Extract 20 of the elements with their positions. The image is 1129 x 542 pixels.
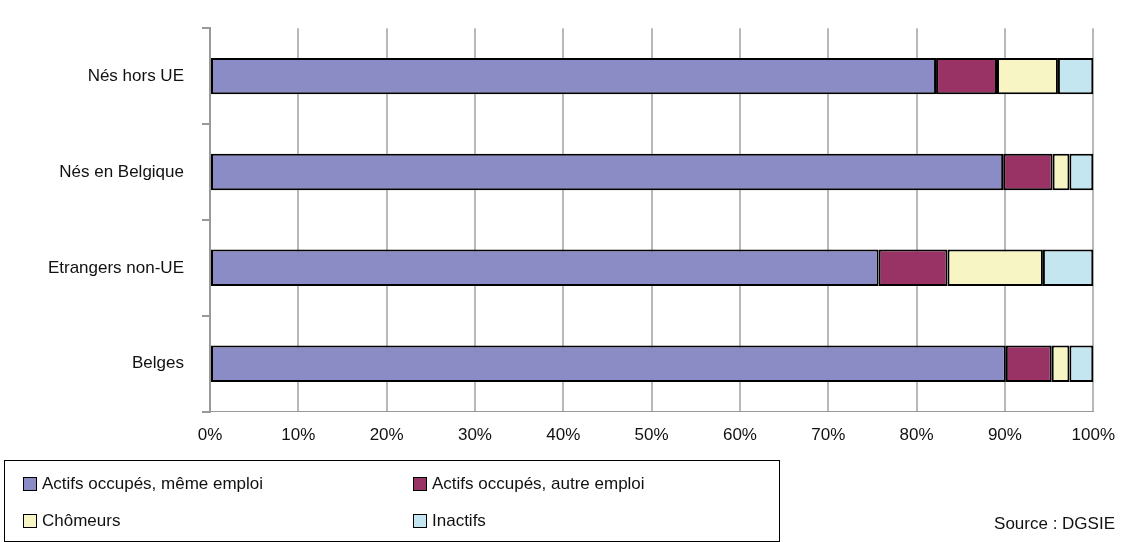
- x-tick-label: 0%: [197, 425, 223, 445]
- y-tick-label: Nés hors UE: [87, 65, 184, 85]
- source-note: Source : DGSIE: [994, 514, 1115, 534]
- x-tick-label: 50%: [634, 425, 669, 445]
- x-tick-label: 70%: [811, 425, 846, 445]
- legend-label: Chômeurs: [42, 511, 121, 531]
- y-tick-label: Etrangers non-UE: [47, 257, 184, 277]
- x-tick-label: 80%: [899, 425, 934, 445]
- x-tick-label: 30%: [457, 425, 492, 445]
- legend-label: Actifs occupés, autre emploi: [432, 474, 645, 494]
- y-tick-label: Nés en Belgique: [59, 161, 184, 181]
- legend-label: Inactifs: [432, 511, 486, 531]
- y-tick-label: Belges: [132, 353, 184, 373]
- x-tick-label: 40%: [546, 425, 581, 445]
- x-tick-label: 10%: [281, 425, 316, 445]
- x-tick-label: 60%: [722, 425, 757, 445]
- x-tick-label: 100%: [1071, 425, 1115, 445]
- x-tick-label: 90%: [987, 425, 1022, 445]
- legend-label: Actifs occupés, même emploi: [42, 474, 264, 494]
- x-tick-label: 20%: [369, 425, 404, 445]
